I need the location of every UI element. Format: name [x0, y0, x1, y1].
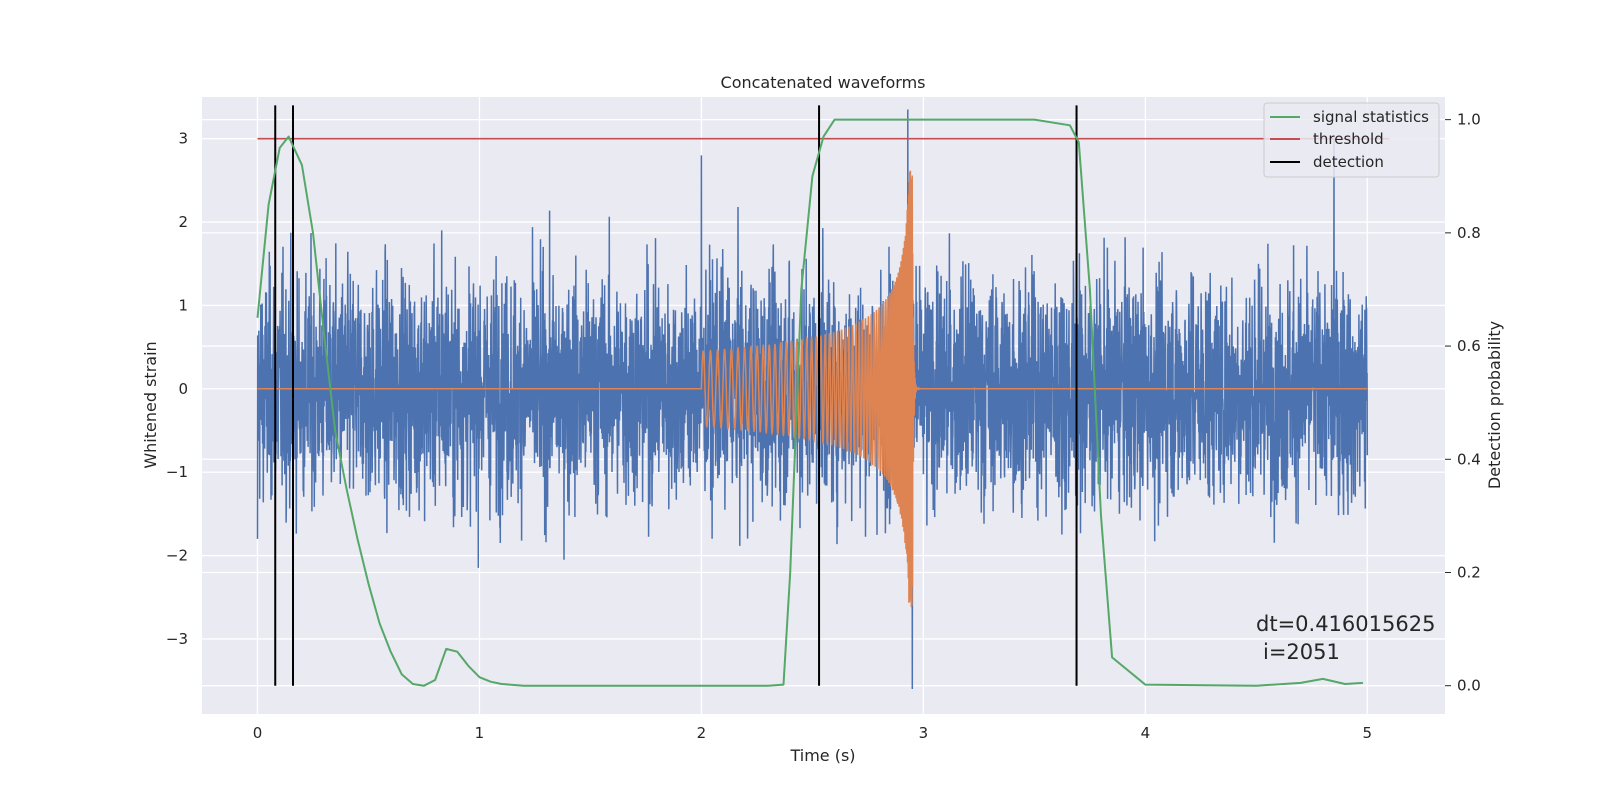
- annotation-index: i=2051: [1263, 640, 1340, 664]
- left-y-tick-−1: −1: [166, 463, 188, 481]
- right-y-tick-0.4: 0.4: [1457, 450, 1481, 468]
- left-y-tick-2: 2: [178, 213, 188, 231]
- left-y-tick-1: 1: [178, 296, 188, 314]
- right-y-tick-0.2: 0.2: [1457, 563, 1481, 581]
- left-y-tick-3: 3: [178, 130, 188, 148]
- left-y-axis-label: Whitened strain: [141, 341, 160, 468]
- chirp-trace: [257, 170, 1368, 608]
- legend-label-threshold: threshold: [1313, 130, 1384, 148]
- legend-label-detection: detection: [1313, 153, 1384, 171]
- right-y-tick-0.8: 0.8: [1457, 224, 1481, 242]
- series-injected-chirp: [257, 170, 1368, 608]
- left-y-tick-−3: −3: [166, 630, 188, 648]
- right-y-tick-labels: 1.0 0.8 0.6 0.4 0.2 0.0: [1445, 111, 1481, 695]
- legend-box: [1263, 102, 1440, 178]
- right-y-axis-label: Detection probability: [1485, 321, 1504, 489]
- chart-title: Concatenated waveforms: [721, 73, 926, 92]
- x-tick-4: 4: [1141, 724, 1151, 742]
- x-tick-labels: 0 1 2 3 4 5: [253, 724, 1372, 742]
- left-y-tick-labels: 3 2 1 0 −1 −2 −3: [166, 130, 188, 648]
- x-tick-0: 0: [253, 724, 263, 742]
- x-tick-5: 5: [1363, 724, 1373, 742]
- x-axis-label: Time (s): [789, 746, 855, 765]
- right-y-tick-0.6: 0.6: [1457, 337, 1481, 355]
- legend-label-signal-statistics: signal statistics: [1313, 108, 1429, 126]
- x-tick-3: 3: [919, 724, 929, 742]
- strain-trace: [256, 109, 1369, 690]
- right-y-tick-1.0: 1.0: [1457, 111, 1481, 129]
- x-tick-1: 1: [475, 724, 485, 742]
- series-whitened-strain: [256, 109, 1369, 690]
- signal-statistics-line: [256, 118, 1363, 687]
- series-detection: [274, 105, 1078, 686]
- left-y-tick-−2: −2: [166, 547, 188, 565]
- annotation-dt: dt=0.416015625: [1256, 612, 1435, 636]
- x-tick-2: 2: [697, 724, 707, 742]
- legend: signal statistics threshold detection: [1263, 102, 1440, 178]
- right-y-tick-0.0: 0.0: [1457, 677, 1481, 695]
- series-signal-statistics: [256, 118, 1363, 687]
- left-y-tick-0: 0: [178, 380, 188, 398]
